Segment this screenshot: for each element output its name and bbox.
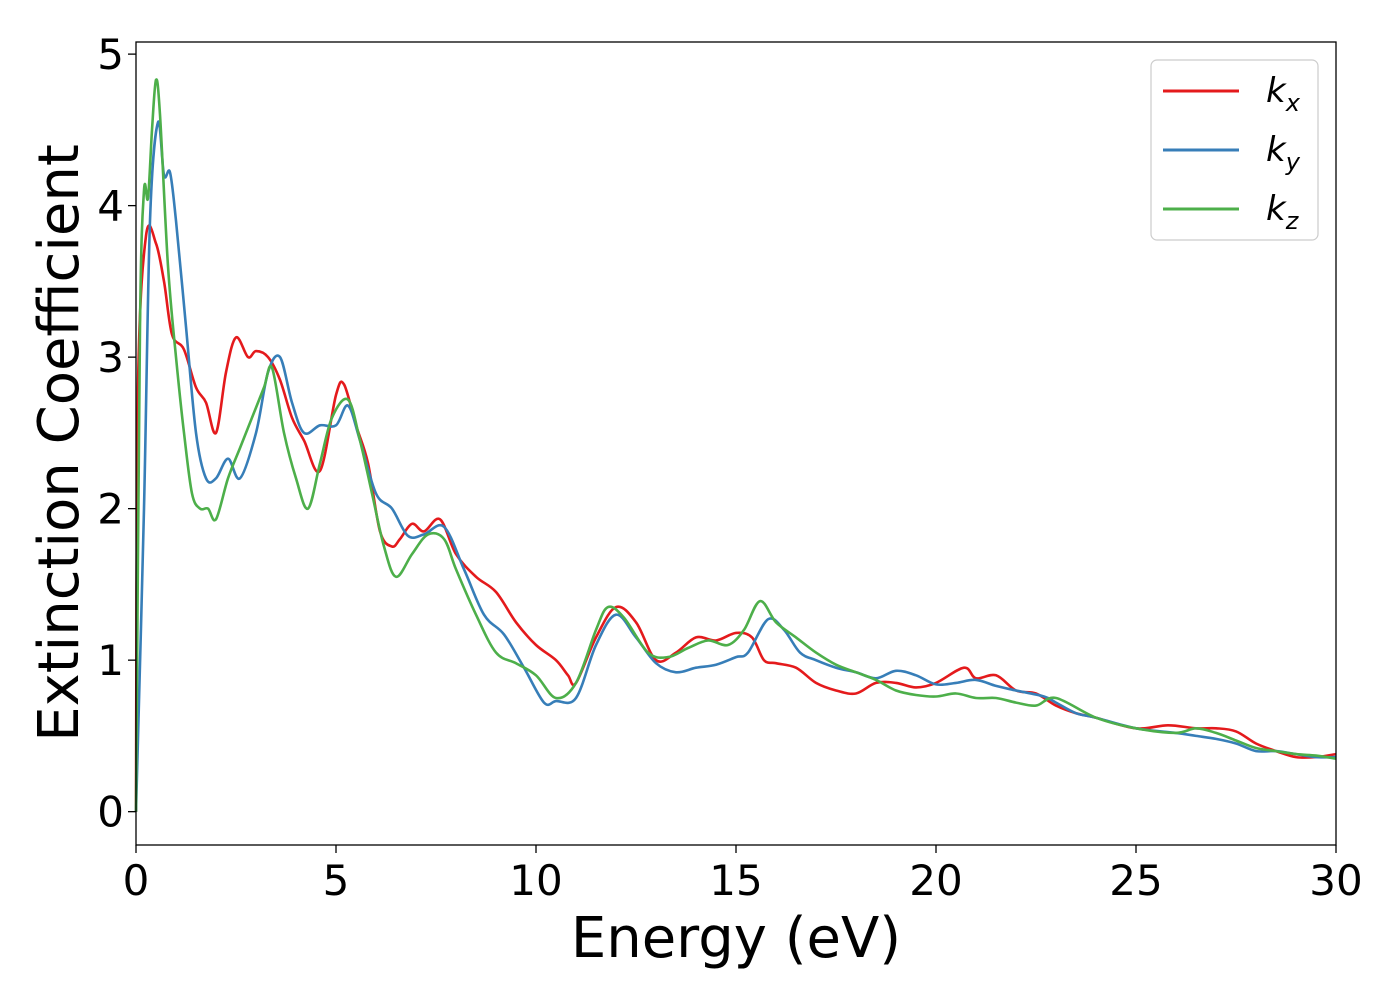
x-tick-label: 30 bbox=[1309, 856, 1362, 905]
y-tick-label: 3 bbox=[97, 333, 124, 382]
x-axis-label: Energy (eV) bbox=[571, 906, 901, 971]
y-axis-label: Extinction Coefficient bbox=[27, 144, 92, 742]
y-tick-label: 4 bbox=[97, 182, 124, 231]
y-tick-label: 0 bbox=[97, 788, 124, 837]
series-line-kx bbox=[134, 224, 1337, 812]
ticks-layer: 0 5 10 15 20 25 30 0 1 2 3 4 5 bbox=[97, 30, 1362, 905]
series-layer bbox=[134, 78, 1337, 812]
y-tick-label: 2 bbox=[97, 485, 124, 534]
y-tick-label: 1 bbox=[97, 636, 124, 685]
x-tick-label: 25 bbox=[1109, 856, 1162, 905]
x-tick-label: 20 bbox=[909, 856, 962, 905]
x-tick-label: 5 bbox=[323, 856, 350, 905]
legend-label-kx: kx bbox=[1266, 71, 1301, 117]
x-tick-label: 15 bbox=[709, 856, 762, 905]
series-line-kz bbox=[134, 78, 1337, 812]
y-tick-label: 5 bbox=[97, 30, 124, 79]
series-line-ky bbox=[134, 120, 1337, 812]
x-tick-label: 0 bbox=[123, 856, 150, 905]
x-tick-label: 10 bbox=[509, 856, 562, 905]
